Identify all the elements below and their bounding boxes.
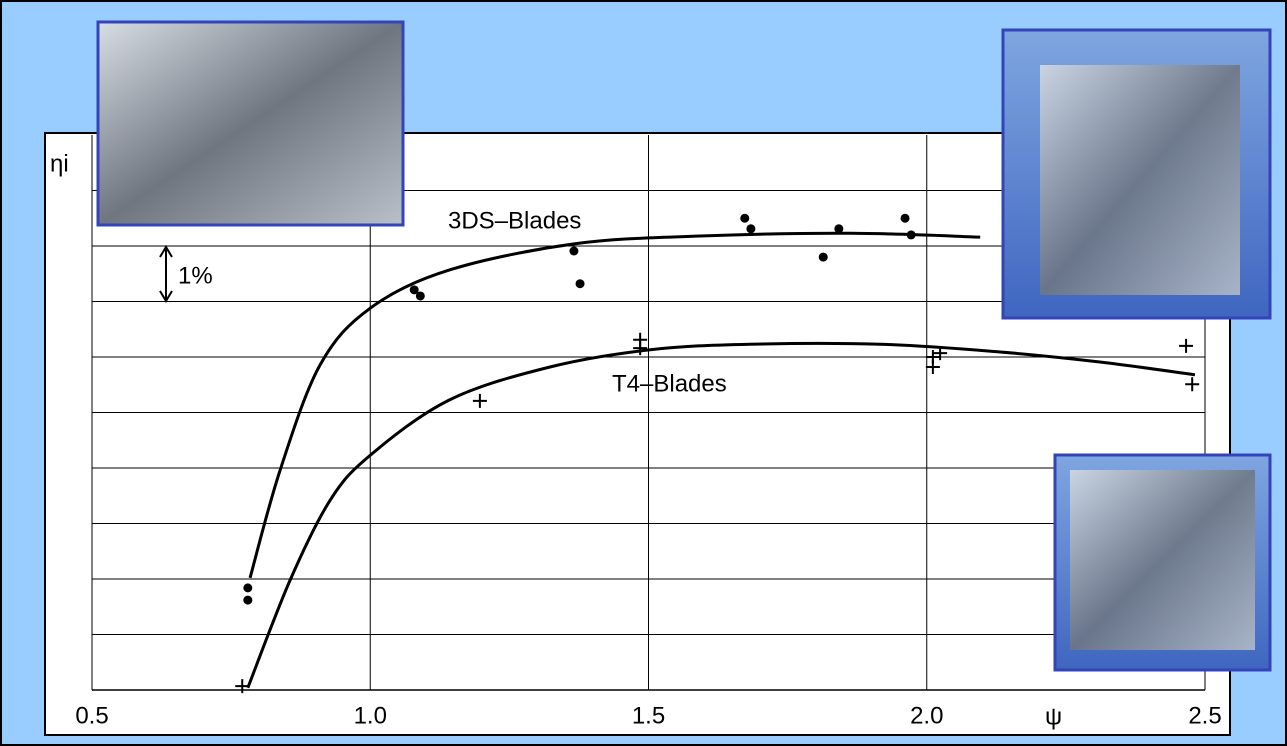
data-point xyxy=(243,596,252,605)
data-point xyxy=(907,230,916,239)
data-point xyxy=(834,224,843,233)
chart: 0.5 1.0 1.5 2.0 2.5 1% ηi ψ 3DS–Blades T4–Bl… xyxy=(0,0,1287,746)
data-point xyxy=(243,583,252,592)
blade-shape xyxy=(1040,65,1240,295)
x-tick-label: 1.5 xyxy=(632,702,665,729)
data-point xyxy=(416,291,425,300)
photo-rotor xyxy=(98,22,403,225)
series-label: T4–Blades xyxy=(612,370,727,397)
blade-shape xyxy=(1070,470,1255,650)
data-point xyxy=(576,279,585,288)
data-point xyxy=(569,246,578,255)
data-point xyxy=(819,253,828,262)
data-point xyxy=(746,224,755,233)
x-tick-label: 1.0 xyxy=(354,702,387,729)
y-axis-label: ηi xyxy=(50,150,69,177)
x-tick-label: 0.5 xyxy=(75,702,108,729)
x-axis-label: ψ xyxy=(1045,703,1062,730)
x-tick-label: 2.0 xyxy=(910,702,943,729)
annotation: 1% xyxy=(178,262,213,289)
series-label: 3DS–Blades xyxy=(448,207,581,234)
data-point xyxy=(901,214,910,223)
data-point xyxy=(740,214,749,223)
x-tick-label: 2.5 xyxy=(1188,702,1221,729)
